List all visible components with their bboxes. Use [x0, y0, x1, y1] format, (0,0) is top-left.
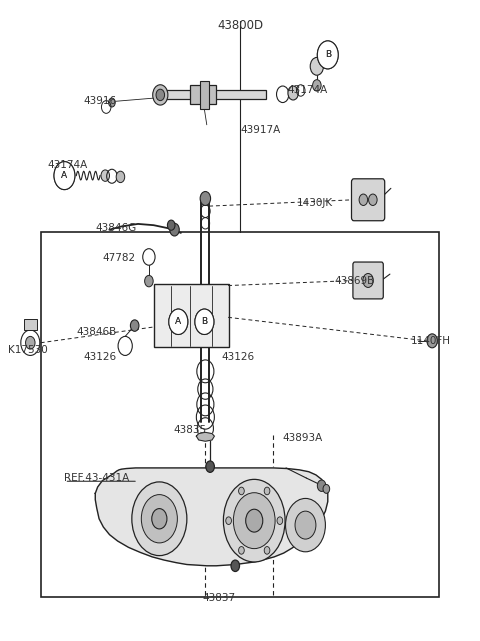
Circle shape [264, 487, 270, 495]
Text: 43869B: 43869B [335, 276, 375, 286]
Text: B: B [201, 317, 207, 326]
Circle shape [54, 162, 75, 190]
Circle shape [295, 511, 316, 539]
Circle shape [153, 85, 168, 105]
Text: 1140FH: 1140FH [411, 336, 451, 346]
Polygon shape [196, 432, 215, 441]
FancyBboxPatch shape [41, 231, 439, 597]
Text: B: B [201, 317, 207, 326]
Circle shape [170, 223, 179, 236]
Circle shape [144, 276, 153, 287]
Circle shape [168, 220, 175, 230]
Circle shape [359, 194, 368, 206]
Circle shape [54, 162, 75, 190]
Circle shape [246, 509, 263, 532]
Polygon shape [96, 468, 328, 566]
Text: 43837: 43837 [202, 593, 235, 603]
Circle shape [277, 517, 283, 524]
FancyBboxPatch shape [24, 319, 37, 330]
Text: A: A [175, 317, 181, 326]
Circle shape [195, 309, 214, 335]
FancyBboxPatch shape [190, 85, 216, 104]
Text: 43174A: 43174A [288, 85, 328, 96]
Text: B: B [324, 51, 331, 60]
Circle shape [195, 309, 214, 335]
Text: A: A [61, 171, 68, 180]
Circle shape [286, 499, 325, 552]
Text: A: A [175, 317, 181, 326]
Circle shape [233, 493, 275, 549]
Circle shape [169, 309, 188, 335]
Circle shape [156, 89, 165, 101]
FancyBboxPatch shape [200, 81, 209, 109]
Circle shape [427, 334, 437, 348]
Circle shape [323, 485, 330, 494]
FancyBboxPatch shape [162, 90, 266, 99]
Circle shape [131, 320, 139, 331]
Circle shape [200, 192, 211, 206]
Text: K17530: K17530 [8, 345, 47, 355]
Circle shape [363, 274, 373, 287]
Text: 43917A: 43917A [240, 125, 280, 135]
Text: 43846B: 43846B [76, 327, 117, 337]
Text: 43126: 43126 [221, 352, 254, 362]
Circle shape [206, 461, 215, 472]
Text: 43835: 43835 [174, 425, 207, 435]
Circle shape [264, 547, 270, 554]
Circle shape [132, 482, 187, 556]
FancyBboxPatch shape [353, 262, 384, 299]
Circle shape [223, 479, 285, 562]
Text: REF.43-431A: REF.43-431A [64, 473, 130, 483]
Text: 47782: 47782 [102, 253, 135, 263]
Circle shape [101, 170, 109, 181]
Circle shape [108, 98, 115, 107]
Circle shape [310, 58, 324, 75]
Circle shape [312, 79, 321, 91]
Circle shape [369, 194, 377, 206]
Text: 43893A: 43893A [283, 433, 323, 443]
Circle shape [25, 337, 35, 349]
Circle shape [317, 41, 338, 69]
Text: 43916: 43916 [84, 96, 117, 106]
Circle shape [317, 41, 338, 69]
Text: 43846G: 43846G [96, 223, 136, 233]
Text: 43126: 43126 [84, 352, 117, 362]
Circle shape [152, 508, 167, 529]
FancyBboxPatch shape [154, 284, 229, 347]
Text: 43174A: 43174A [48, 160, 88, 170]
Text: B: B [324, 51, 331, 60]
Circle shape [231, 560, 240, 572]
Circle shape [239, 547, 244, 554]
Text: 43800D: 43800D [217, 19, 263, 31]
Text: A: A [61, 171, 68, 180]
Circle shape [141, 495, 178, 543]
Circle shape [169, 309, 188, 335]
Circle shape [317, 480, 326, 492]
FancyBboxPatch shape [351, 179, 384, 221]
Circle shape [239, 487, 244, 495]
Text: 1430JK: 1430JK [297, 198, 333, 208]
Circle shape [226, 517, 231, 524]
Circle shape [288, 86, 299, 100]
Circle shape [116, 171, 125, 183]
